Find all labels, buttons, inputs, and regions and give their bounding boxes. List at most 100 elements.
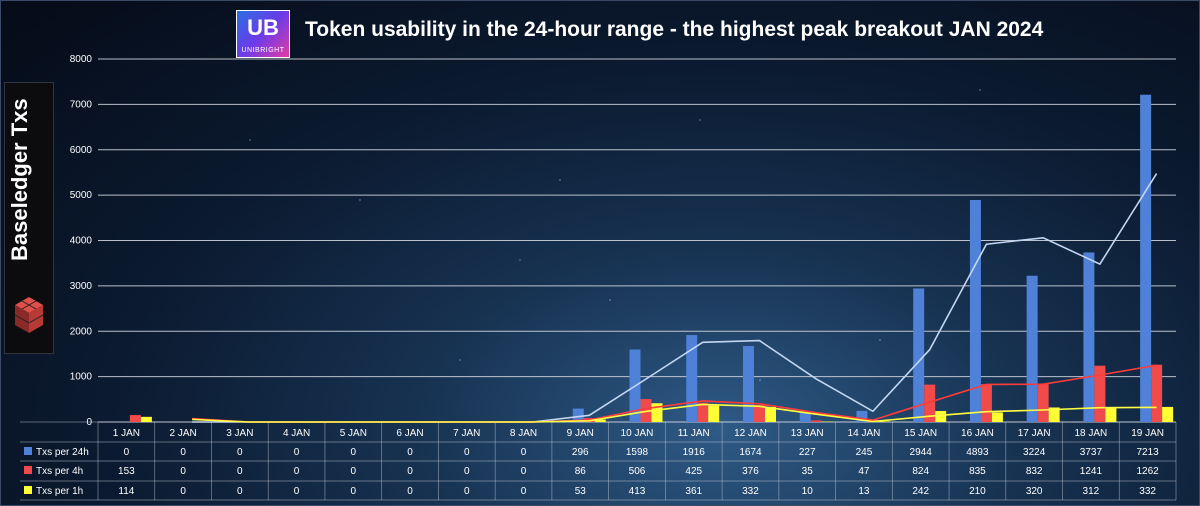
table-cell: 4893: [966, 447, 989, 458]
bar-txs-per-24h: [969, 199, 981, 422]
table-cell: 1598: [626, 447, 649, 458]
table-cell: 0: [237, 466, 243, 477]
table-cell: 0: [294, 447, 300, 458]
bar-txs-per-24h: [1026, 275, 1038, 422]
trendline-txs-per-1h: [192, 403, 1157, 423]
bar-txs-per-1h: [140, 416, 152, 422]
y-tick-label: 1000: [70, 372, 93, 383]
bar-txs-per-4h: [1094, 365, 1106, 422]
y-tick-label: 2000: [70, 326, 93, 337]
table-cell: 824: [912, 466, 929, 477]
table-cell: 0: [407, 447, 413, 458]
bar-txs-per-4h: [1151, 364, 1163, 422]
table-cell: 0: [124, 447, 130, 458]
table-cell: 0: [351, 466, 357, 477]
table-cell: 1262: [1137, 466, 1160, 477]
table-cell: 0: [237, 486, 243, 497]
category-label: 13 JAN: [791, 428, 824, 439]
legend-label: Txs per 1h: [36, 486, 83, 497]
legend-swatch: [24, 486, 32, 494]
bar-txs-per-1h: [708, 405, 720, 422]
table-cell: 835: [969, 466, 986, 477]
table-cell: 53: [575, 486, 587, 497]
table-cell: 0: [294, 486, 300, 497]
table-cell: 832: [1026, 466, 1043, 477]
table-cell: 312: [1083, 486, 1100, 497]
table-cell: 13: [858, 486, 870, 497]
table-cell: 245: [856, 447, 873, 458]
table-cell: 3737: [1080, 447, 1103, 458]
category-label: 2 JAN: [169, 428, 196, 439]
table-cell: 0: [351, 447, 357, 458]
table-cell: 0: [464, 466, 470, 477]
table-cell: 1916: [683, 447, 706, 458]
bar-txs-per-1h: [991, 412, 1003, 422]
table-cell: 332: [1139, 486, 1156, 497]
table-cell: 1241: [1080, 466, 1103, 477]
table-cell: 3224: [1023, 447, 1046, 458]
bar-txs-per-4h: [640, 399, 652, 422]
bar-txs-per-24h: [1083, 252, 1095, 422]
category-label: 3 JAN: [226, 428, 253, 439]
bar-txs-per-1h: [935, 411, 947, 422]
table-cell: 0: [180, 447, 186, 458]
table-cell: 0: [180, 466, 186, 477]
table-cell: 413: [629, 486, 646, 497]
table-cell: 2944: [910, 447, 933, 458]
bar-txs-per-24h: [686, 335, 698, 422]
y-tick-label: 0: [86, 417, 92, 428]
table-cell: 361: [685, 486, 702, 497]
y-tick-label: 5000: [70, 190, 93, 201]
category-label: 16 JAN: [961, 428, 994, 439]
bar-txs-per-24h: [1140, 94, 1152, 422]
cube-icon: [14, 297, 44, 333]
bar-txs-per-1h: [764, 406, 776, 422]
category-label: 1 JAN: [113, 428, 140, 439]
bar-txs-per-1h: [1105, 407, 1117, 422]
bar-txs-per-4h: [810, 420, 822, 422]
table-cell: 153: [118, 466, 135, 477]
table-cell: 0: [521, 447, 527, 458]
table-cell: 227: [799, 447, 816, 458]
table-cell: 0: [521, 466, 527, 477]
bar-txs-per-24h: [799, 411, 811, 422]
category-label: 9 JAN: [567, 428, 594, 439]
table-cell: 35: [802, 466, 814, 477]
bar-txs-per-1h: [651, 403, 663, 422]
legend-swatch: [24, 447, 32, 455]
legend-label: Txs per 4h: [36, 466, 83, 477]
bar-txs-per-24h: [913, 288, 925, 422]
table-cell: 1674: [739, 447, 762, 458]
table-cell: 47: [858, 466, 870, 477]
table-cell: 296: [572, 447, 589, 458]
category-label: 6 JAN: [396, 428, 423, 439]
bar-txs-per-4h: [753, 404, 765, 422]
category-label: 11 JAN: [678, 428, 710, 439]
category-label: 18 JAN: [1074, 428, 1107, 439]
y-tick-label: 8000: [70, 54, 93, 65]
legend-label: Txs per 24h: [36, 447, 89, 458]
category-label: 5 JAN: [340, 428, 367, 439]
sidebar-panel: Baseledger Txs: [4, 82, 54, 354]
category-label: 17 JAN: [1018, 428, 1051, 439]
legend-swatch: [24, 466, 32, 474]
table-cell: 376: [742, 466, 759, 477]
bar-txs-per-1h: [1048, 407, 1060, 422]
y-tick-label: 3000: [70, 281, 93, 292]
table-cell: 7213: [1137, 447, 1160, 458]
category-label: 7 JAN: [453, 428, 480, 439]
table-cell: 0: [294, 466, 300, 477]
category-label: 15 JAN: [904, 428, 937, 439]
table-cell: 425: [685, 466, 702, 477]
table-cell: 0: [351, 486, 357, 497]
table-cell: 210: [969, 486, 986, 497]
unibright-logo: UB UNIBRIGHT: [236, 10, 290, 58]
trendline-txs-per-4h: [192, 364, 1157, 423]
bar-txs-per-4h: [924, 384, 936, 422]
category-label: 10 JAN: [621, 428, 654, 439]
table-cell: 0: [407, 486, 413, 497]
bar-txs-per-4h: [697, 402, 709, 422]
bar-txs-per-1h: [1162, 406, 1174, 422]
table-cell: 10: [802, 486, 814, 497]
